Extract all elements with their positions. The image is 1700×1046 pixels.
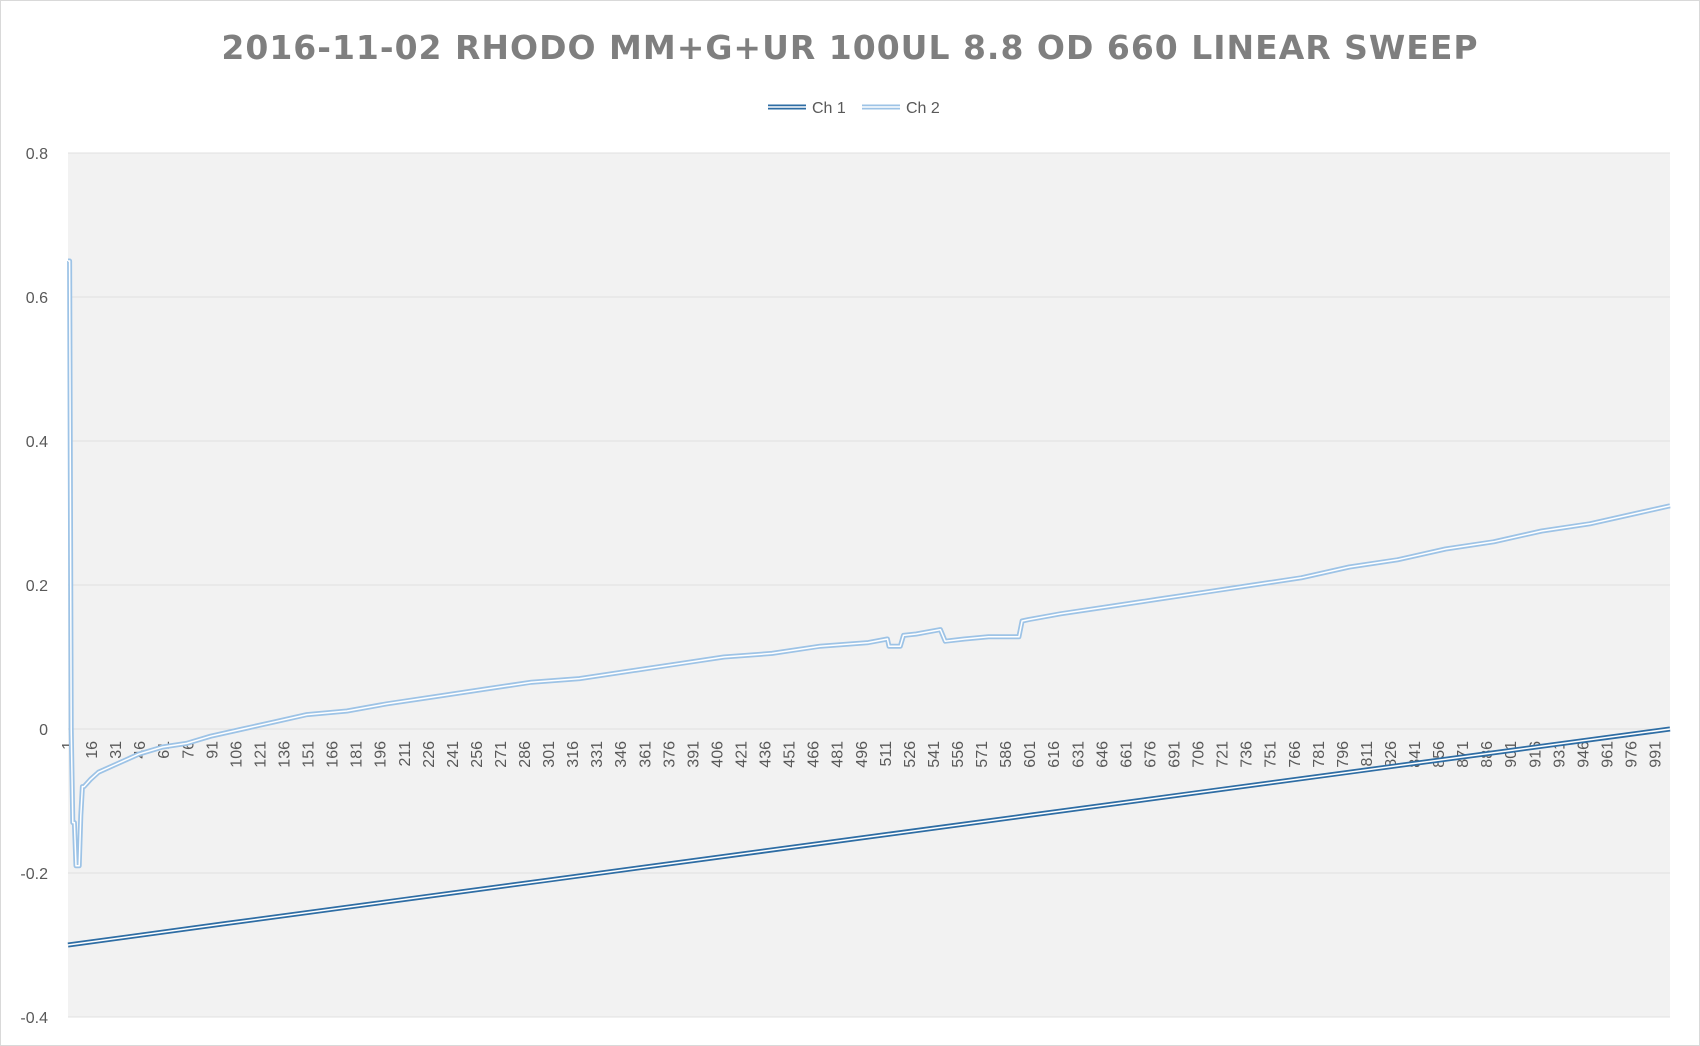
x-tick-label: 1 (60, 741, 77, 750)
y-tick-label: 0.2 (26, 578, 48, 595)
x-tick-label: 256 (469, 741, 486, 768)
legend: Ch 1 Ch 2 (768, 100, 940, 117)
y-tick-label: -0.4 (20, 1010, 48, 1027)
x-tick-label: 676 (1142, 741, 1159, 768)
x-tick-label: 331 (589, 741, 606, 768)
x-tick-label: 151 (301, 741, 318, 768)
x-tick-label: 136 (276, 741, 293, 768)
x-tick-label: 406 (709, 741, 726, 768)
x-tick-label: 556 (950, 741, 967, 768)
x-tick-label: 856 (1431, 741, 1448, 768)
y-tick-label: 0.8 (26, 146, 48, 163)
x-tick-label: 421 (734, 741, 751, 768)
x-tick-label: 946 (1575, 741, 1592, 768)
x-tick-label: 241 (445, 741, 462, 768)
x-tick-label: 361 (637, 741, 654, 768)
x-tick-label: 391 (685, 741, 702, 768)
x-tick-label: 811 (1359, 741, 1376, 767)
x-tick-label: 706 (1191, 741, 1208, 768)
x-tick-label: 571 (974, 741, 991, 768)
chart-title: 2016-11-02 RHODO MM+G+UR 100UL 8.8 OD 66… (221, 28, 1479, 67)
x-tick-label: 526 (902, 741, 919, 768)
x-tick-label: 91 (204, 741, 221, 759)
x-tick-label: 496 (854, 741, 871, 768)
x-tick-label: 721 (1215, 741, 1232, 768)
x-tick-label: 796 (1335, 741, 1352, 768)
x-tick-label: 226 (421, 741, 438, 768)
series-line-inner (67, 728, 1671, 946)
x-tick-label: 646 (1094, 741, 1111, 768)
x-tick-label: 166 (325, 741, 342, 768)
x-tick-label: 736 (1239, 741, 1256, 768)
x-tick-label: 196 (373, 741, 390, 768)
x-tick-label: 466 (806, 741, 823, 768)
x-tick-label: 826 (1383, 741, 1400, 768)
x-tick-label: 481 (830, 741, 847, 768)
x-tick-label: 901 (1503, 741, 1520, 768)
x-tick-label: 691 (1166, 741, 1183, 768)
x-tick-label: 781 (1311, 741, 1328, 768)
y-tick-label: 0.6 (26, 290, 48, 307)
x-axis-ticks: 1 16 31 46 61 76 91 106 121 136 151 166 181 196 211 226… (60, 741, 1665, 768)
x-tick-label: 106 (228, 741, 245, 768)
x-tick-label: 511 (878, 741, 895, 767)
x-tick-label: 961 (1599, 741, 1616, 768)
x-tick-label: 436 (758, 741, 775, 768)
x-tick-label: 346 (613, 741, 630, 768)
y-tick-label: 0.4 (26, 434, 48, 451)
x-tick-label: 616 (1046, 741, 1063, 768)
x-tick-label: 181 (349, 741, 366, 768)
x-tick-label: 766 (1287, 741, 1304, 768)
x-tick-label: 661 (1118, 741, 1135, 768)
x-tick-label: 316 (565, 741, 582, 768)
y-axis-ticks: -0.4 -0.2 0 0.2 0.4 0.6 0.8 (20, 146, 48, 1027)
x-tick-label: 991 (1648, 741, 1665, 768)
series-lines (67, 258, 1671, 948)
y-tick-label: -0.2 (20, 866, 48, 883)
x-tick-label: 931 (1551, 741, 1568, 768)
x-tick-label: 451 (782, 741, 799, 768)
legend-label: Ch 1 (812, 100, 846, 117)
x-tick-label: 586 (998, 741, 1015, 768)
x-tick-label: 121 (252, 741, 269, 768)
x-tick-label: 601 (1022, 741, 1039, 768)
legend-item: Ch 2 (862, 100, 940, 117)
gridlines (68, 152, 1670, 1018)
y-tick-label: 0 (39, 722, 48, 739)
legend-label: Ch 2 (906, 100, 940, 117)
x-tick-label: 211 (397, 741, 414, 767)
series-ch-1 (67, 726, 1671, 948)
x-tick-label: 301 (541, 741, 558, 768)
x-tick-label: 541 (926, 741, 943, 768)
x-tick-label: 31 (108, 741, 125, 759)
x-tick-label: 376 (661, 741, 678, 768)
series-ch-2 (67, 258, 1671, 869)
series-line-inner (68, 260, 1671, 867)
x-tick-label: 631 (1070, 741, 1087, 768)
x-tick-label: 271 (493, 741, 510, 768)
x-tick-label: 16 (84, 741, 101, 759)
legend-item: Ch 1 (768, 100, 846, 117)
x-tick-label: 286 (517, 741, 534, 768)
x-tick-label: 976 (1624, 741, 1641, 768)
x-tick-label: 751 (1263, 741, 1280, 768)
